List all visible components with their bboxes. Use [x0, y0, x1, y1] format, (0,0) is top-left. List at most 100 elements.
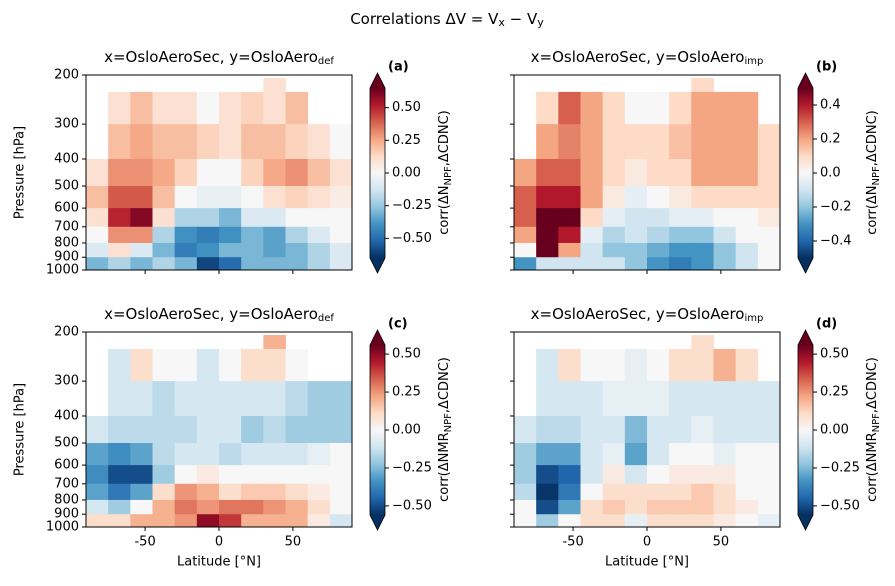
- heatmap-cell: [536, 186, 559, 209]
- heatmap-cell: [624, 348, 648, 382]
- heatmap-cell: [735, 483, 759, 501]
- heatmap-cell: [624, 499, 648, 515]
- heatmap-cell: [263, 514, 286, 528]
- colorbar-label: corr(ΔNNPF,ΔCDNC): [437, 110, 455, 235]
- heatmap-cell: [514, 514, 537, 528]
- heatmap-cell: [219, 257, 242, 271]
- y-tick-label: 500: [54, 436, 79, 451]
- y-tick-label: 600: [54, 201, 79, 216]
- heatmap-cell: [152, 443, 176, 466]
- heatmap-cell: [219, 124, 242, 160]
- heatmap-cell: [329, 124, 353, 160]
- heatmap-cell: [647, 242, 670, 258]
- heatmap-cell: [647, 91, 670, 125]
- heatmap-cell: [174, 242, 198, 258]
- heatmap-cell: [669, 483, 692, 501]
- heatmap-cell: [152, 124, 176, 160]
- heatmap-cell: [219, 348, 242, 382]
- heatmap-cell: [108, 514, 131, 528]
- heatmap-cell: [669, 514, 692, 528]
- heatmap-cell: [602, 158, 626, 187]
- heatmap-cell: [624, 514, 648, 528]
- panel-label: (d): [816, 317, 837, 332]
- heatmap-cell: [624, 226, 648, 244]
- heatmap-cell: [757, 257, 781, 271]
- colorbar-tick-label: −0.4: [820, 234, 852, 249]
- heatmap-cell: [241, 91, 264, 125]
- colorbar-extend: [370, 73, 385, 88]
- heatmap-cell: [263, 499, 286, 515]
- heatmap-cell: [624, 242, 648, 258]
- heatmap-cell: [307, 514, 331, 528]
- heatmap-cell: [602, 348, 626, 382]
- heatmap-cell: [580, 91, 604, 125]
- heatmap-cell: [624, 483, 648, 501]
- heatmap-cell: [285, 465, 309, 485]
- colorbar-outline: [369, 329, 386, 531]
- heatmap-cell: [241, 208, 264, 228]
- colorbar-extend: [798, 73, 813, 88]
- heatmap-cell: [558, 158, 581, 187]
- heatmap-cell: [108, 124, 131, 160]
- heatmap-cell: [285, 242, 309, 258]
- heatmap-cell: [558, 91, 581, 125]
- heatmap-cell: [691, 158, 714, 187]
- heatmap-cell: [669, 257, 692, 271]
- colorbar-tick-label: 0.2: [820, 132, 841, 147]
- heatmap-cell: [580, 514, 604, 528]
- heatmap-cell: [735, 242, 759, 258]
- heatmap-cell: [86, 415, 109, 444]
- heatmap-cell: [735, 381, 759, 417]
- colorbar-tick-label: −0.25: [392, 198, 432, 213]
- heatmap-cell: [307, 415, 331, 444]
- heatmap-cell: [647, 514, 670, 528]
- heatmap-cell: [307, 124, 331, 160]
- heatmap-cell: [307, 499, 331, 515]
- heatmap-cell: [580, 242, 604, 258]
- heatmap-cell: [108, 208, 131, 228]
- heatmap-cell: [757, 226, 781, 244]
- heatmap-cell: [174, 381, 198, 417]
- heatmap-cell: [713, 348, 737, 382]
- heatmap-cell: [307, 158, 331, 187]
- heatmap-cell: [174, 226, 198, 244]
- x-tick-label: 0: [215, 535, 223, 550]
- heatmap-cell: [108, 415, 131, 444]
- heatmap-cell: [713, 443, 737, 466]
- heatmap-cell: [152, 514, 176, 528]
- heatmap-cell: [691, 91, 714, 125]
- heatmap-cell: [219, 483, 242, 501]
- heatmap-cell: [285, 348, 309, 382]
- heatmap-cell: [735, 499, 759, 515]
- heatmap-cell: [108, 483, 131, 501]
- heatmap-cell: [86, 465, 109, 485]
- heatmap-cell: [152, 415, 176, 444]
- heatmap-cell: [602, 257, 626, 271]
- heatmap-cell: [219, 226, 242, 244]
- heatmap-cell: [329, 242, 353, 258]
- heatmap-cell: [219, 381, 242, 417]
- colorbar-label-sub: NPF: [871, 413, 882, 433]
- y-tick-label: 900: [54, 507, 79, 522]
- colorbar-label-text: corr(ΔNMR: [865, 432, 880, 502]
- heatmap-cell: [691, 443, 714, 466]
- heatmap-cell: [219, 91, 242, 125]
- colorbar-outline: [797, 72, 814, 274]
- heatmap-cell: [669, 465, 692, 485]
- heatmap-cell: [152, 381, 176, 417]
- heatmap-cell: [691, 415, 714, 444]
- heatmap-cell: [691, 77, 714, 93]
- heatmap-cell: [602, 514, 626, 528]
- y-tick-label: 1000: [46, 520, 79, 535]
- heatmap-cell: [602, 186, 626, 209]
- heatmap-cell: [152, 499, 176, 515]
- heatmap-cell: [307, 465, 331, 485]
- heatmap-cell: [669, 415, 692, 444]
- heatmap-cell: [108, 465, 131, 485]
- colorbar-extend: [370, 258, 385, 273]
- heatmap-cell: [558, 381, 581, 417]
- heatmap-cell: [602, 465, 626, 485]
- heatmap-cell: [307, 208, 331, 228]
- heatmap-cell: [196, 483, 220, 501]
- heatmap-cell: [691, 124, 714, 160]
